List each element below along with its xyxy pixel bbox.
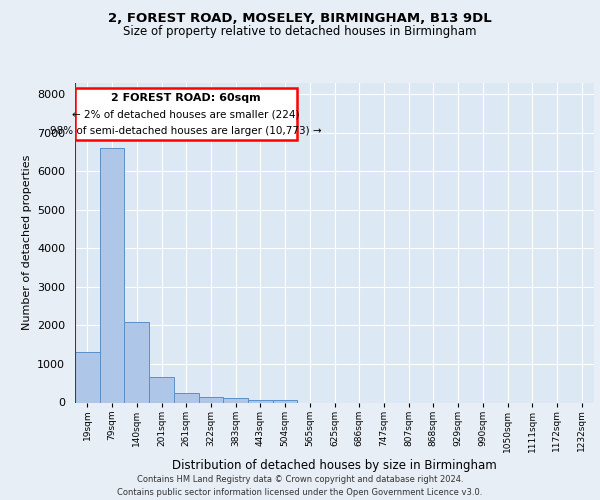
Bar [75, 352, 100, 403]
Bar [174, 393, 199, 402]
Y-axis label: Number of detached properties: Number of detached properties [22, 155, 32, 330]
Bar [75, 88, 298, 141]
Bar [149, 378, 174, 402]
Text: Contains HM Land Registry data © Crown copyright and database right 2024.: Contains HM Land Registry data © Crown c… [137, 476, 463, 484]
Text: 2, FOREST ROAD, MOSELEY, BIRMINGHAM, B13 9DL: 2, FOREST ROAD, MOSELEY, BIRMINGHAM, B13… [108, 12, 492, 26]
X-axis label: Distribution of detached houses by size in Birmingham: Distribution of detached houses by size … [172, 458, 497, 471]
Text: Size of property relative to detached houses in Birmingham: Size of property relative to detached ho… [123, 25, 477, 38]
Bar [248, 400, 273, 402]
Bar [124, 322, 149, 402]
Text: ← 2% of detached houses are smaller (224): ← 2% of detached houses are smaller (224… [73, 110, 300, 120]
Text: Contains public sector information licensed under the Open Government Licence v3: Contains public sector information licen… [118, 488, 482, 497]
Bar [199, 398, 223, 402]
Bar [223, 398, 248, 402]
Bar [273, 400, 298, 402]
Bar [100, 148, 124, 403]
Text: 2 FOREST ROAD: 60sqm: 2 FOREST ROAD: 60sqm [112, 92, 261, 102]
Text: 98% of semi-detached houses are larger (10,773) →: 98% of semi-detached houses are larger (… [50, 126, 322, 136]
